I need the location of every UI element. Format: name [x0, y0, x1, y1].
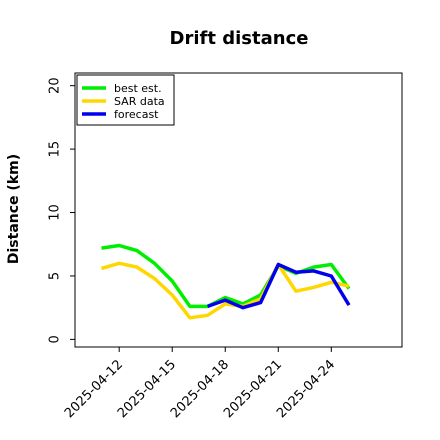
series-line-1 [101, 243, 351, 309]
series-lines [101, 243, 351, 320]
y-tick-label: 10 [48, 204, 63, 221]
y-axis-label: Distance (km) [6, 154, 22, 264]
series-line-3 [207, 262, 351, 310]
y-tick-label: 15 [48, 141, 63, 158]
y-tick-label: 20 [48, 77, 63, 94]
plot-frame [74, 72, 403, 348]
y-tick-label: 0 [48, 335, 63, 343]
legend-label: best est. [114, 82, 162, 95]
legend-box [76, 74, 175, 126]
legend-label: SAR data [114, 95, 165, 108]
series-line-2 [101, 261, 350, 320]
y-axis-ticks: 0 5 10 15 20 [48, 77, 75, 344]
legend-label: forecast [114, 108, 159, 121]
chart-title: Drift distance [170, 28, 309, 49]
x-axis-ticks: 2025-04-122025-04-152025-04-182025-04-21… [62, 347, 338, 421]
y-tick-label: 5 [48, 272, 63, 280]
